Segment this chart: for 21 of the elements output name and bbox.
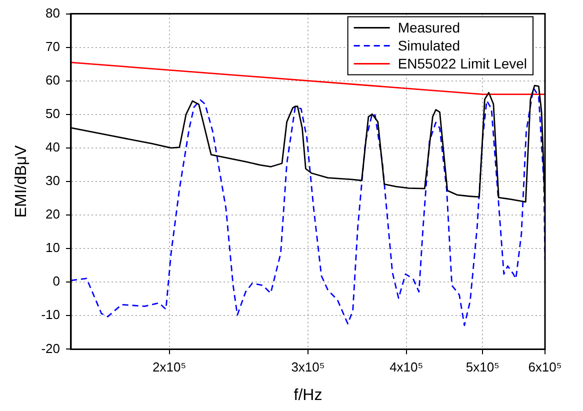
y-tick-label: 10 xyxy=(46,240,60,256)
y-axis-title: EMI/dBμV xyxy=(13,145,30,218)
x-tick-label: 4x10⁵ xyxy=(390,360,424,375)
x-tick-label: 3x10⁵ xyxy=(291,360,325,375)
x-axis-title: f/Hz xyxy=(294,386,322,404)
y-tick-label: 80 xyxy=(46,5,60,20)
legend-label: Simulated xyxy=(398,38,460,54)
y-tick-label: 30 xyxy=(46,173,60,188)
y-tick-label: -20 xyxy=(41,340,60,356)
y-tick-label: 60 xyxy=(46,72,60,88)
y-tick-label: -10 xyxy=(41,307,60,322)
y-tick-label: 20 xyxy=(46,206,60,222)
y-tick-label: 50 xyxy=(46,106,60,121)
x-tick-label: 6x10⁵ xyxy=(528,360,562,375)
x-tick-label: 5x10⁵ xyxy=(466,360,500,375)
x-tick-label: 2x10⁵ xyxy=(152,360,186,375)
legend-label: EN55022 Limit Level xyxy=(398,56,527,72)
y-tick-label: 70 xyxy=(46,38,60,54)
legend-label: Measured xyxy=(398,20,460,36)
y-tick-label: 40 xyxy=(46,140,60,155)
y-tick-label: 0 xyxy=(52,274,60,289)
